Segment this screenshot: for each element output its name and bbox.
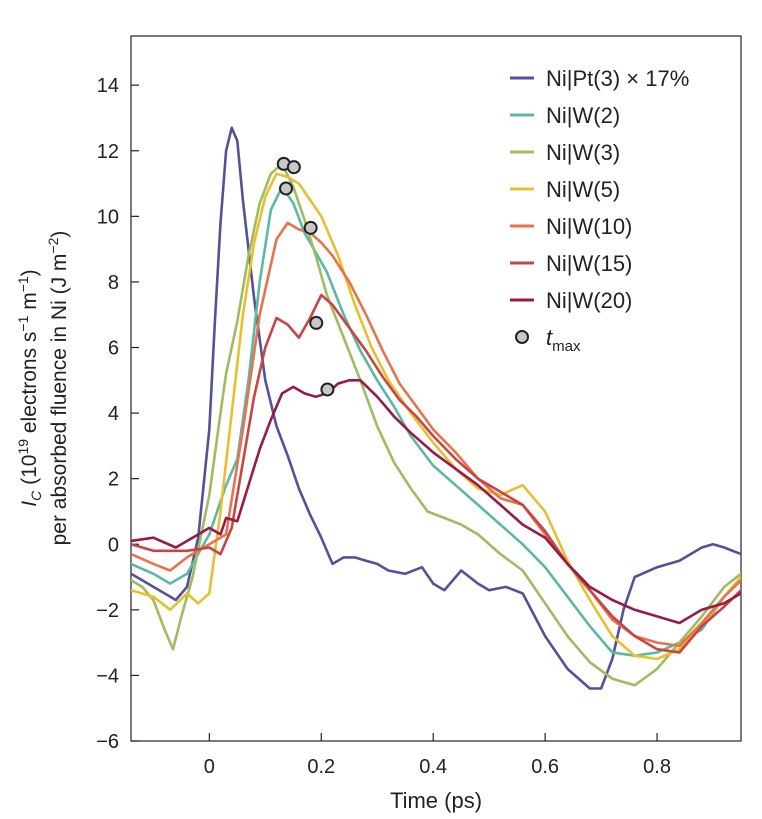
y-label-exp-c: −1	[15, 276, 31, 292]
series-line-5	[131, 293, 741, 654]
legend-label: Ni|W(15)	[546, 251, 632, 276]
y-axis-label-line2: per absorbed fluence in Ni (J m−2)	[45, 231, 71, 546]
y-label-exp-d: −2	[45, 237, 61, 253]
y-label-text-e: per absorbed fluence in Ni (J m	[48, 254, 71, 546]
y-axis-ticks: −6 −4 −2 0 2 4 6 8 10 12 14	[96, 75, 139, 753]
y-label-symbol: I	[18, 501, 41, 507]
series-line-0	[131, 126, 741, 690]
y-tick-label: 4	[108, 403, 119, 425]
tmax-point	[286, 160, 301, 175]
y-tick-label: 6	[108, 338, 119, 360]
x-tick-label: 0	[204, 756, 215, 778]
y-label-text-a: (10	[18, 455, 41, 491]
tmax-point	[303, 220, 318, 235]
legend-label: Ni|W(5)	[546, 177, 620, 202]
legend: Ni|Pt(3) × 17% Ni|W(2) Ni|W(3) Ni|W(5) Ni|W(…	[510, 66, 689, 355]
legend-tmax-marker	[515, 330, 529, 344]
y-label-text-f: )	[48, 231, 71, 238]
x-axis-ticks: 0 0.2 0.4 0.6 0.8	[204, 733, 671, 778]
x-tick-label: 0.6	[531, 756, 559, 778]
y-tick-label: 8	[108, 272, 119, 294]
legend-tmax-label: tmax	[546, 325, 581, 355]
y-tick-label: 2	[108, 469, 119, 491]
x-tick-label: 0.8	[643, 756, 671, 778]
series-line-6	[131, 378, 741, 625]
y-label-text-b: electrons s	[18, 332, 41, 439]
series-line-3	[131, 172, 741, 661]
tmax-markers	[276, 156, 335, 397]
y-label-exp-a: 19	[15, 439, 31, 455]
x-tick-label: 0.2	[307, 756, 335, 778]
y-tick-label: 10	[97, 206, 119, 228]
series-line-2	[131, 162, 741, 687]
y-tick-label: 14	[97, 75, 119, 97]
y-tick-label: −4	[96, 665, 119, 687]
tmax-point	[309, 315, 324, 330]
x-tick-label: 0.4	[419, 756, 447, 778]
x-axis-label: Time (ps)	[390, 788, 482, 813]
tmax-point	[279, 181, 294, 196]
series-line-4	[131, 221, 741, 648]
y-label-text-c: m	[18, 292, 41, 315]
y-label-text-d: )	[18, 269, 41, 276]
y-tick-label: −2	[96, 600, 119, 622]
y-tick-label: 12	[97, 141, 119, 163]
y-tick-label: −6	[96, 731, 119, 753]
y-label-exp-b: −1	[15, 315, 31, 331]
plot-frame	[130, 35, 742, 742]
y-label-symbol-sub: C	[28, 490, 44, 501]
legend-label: Ni|W(3)	[546, 140, 620, 165]
legend-label: Ni|W(2)	[546, 103, 620, 128]
y-axis-label: IC (1019 electrons s−1 m−1) per absorbed…	[15, 231, 71, 546]
tmax-point	[320, 382, 335, 397]
series-line-1	[131, 185, 741, 658]
legend-tmax-subscript: max	[552, 338, 581, 355]
y-tick-label: 0	[108, 534, 119, 556]
legend-label: Ni|W(10)	[546, 214, 632, 239]
legend-tmax-symbol: t	[546, 325, 553, 350]
legend-label: Ni|W(20)	[546, 288, 632, 313]
legend-label: Ni|Pt(3) × 17%	[546, 66, 689, 91]
series-lines	[131, 126, 741, 690]
y-axis-label-line1: IC (1019 electrons s−1 m−1)	[15, 269, 44, 506]
